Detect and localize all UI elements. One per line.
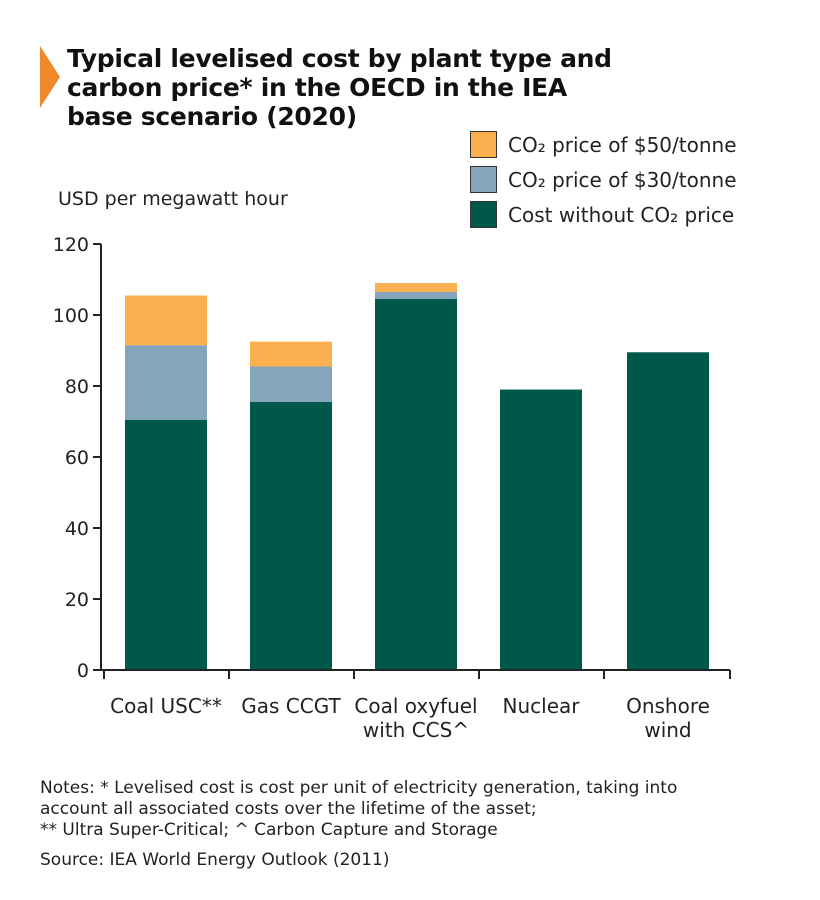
legend-item-co2-30: CO₂ price of $30/tonne	[470, 163, 790, 198]
x-tick-label-0: Coal USC**	[110, 694, 222, 718]
notes-text: Notes: * Levelised cost is cost per unit…	[40, 778, 678, 840]
chart-legend: CO₂ price of $50/tonne CO₂ price of $30/…	[470, 128, 790, 233]
legend-item-base-cost: Cost without CO₂ price	[470, 198, 790, 233]
legend-label-co2-30: CO₂ price of $30/tonne	[508, 168, 737, 192]
x-tick-label-3: Nuclear	[502, 694, 580, 718]
bar-segment-2-2	[375, 283, 457, 292]
bar-segment-0-1	[125, 345, 207, 420]
y-axis-label: USD per megawatt hour	[58, 188, 288, 210]
bar-segment-2-1	[375, 291, 457, 300]
legend-swatch-co2-50	[470, 131, 497, 158]
legend-swatch-base-cost	[470, 201, 497, 228]
y-tick-label-100: 100	[53, 305, 89, 327]
accent-arrow-icon	[40, 46, 60, 108]
bar-segment-2-0	[375, 299, 457, 670]
y-tick-label-80: 80	[65, 376, 89, 398]
bar-segment-1-1	[250, 366, 332, 402]
bar-segment-1-0	[250, 401, 332, 670]
bar-segment-0-0	[125, 419, 207, 670]
legend-label-base-cost: Cost without CO₂ price	[508, 203, 735, 227]
bar-segment-4-0	[627, 352, 709, 670]
y-tick-label-0: 0	[77, 660, 89, 682]
source-text: Source: IEA World Energy Outlook (2011)	[40, 850, 390, 870]
legend-item-co2-50: CO₂ price of $50/tonne	[470, 128, 790, 163]
y-tick-label-60: 60	[65, 447, 89, 469]
bar-segment-0-2	[125, 295, 207, 346]
bar-segment-1-2	[250, 341, 332, 367]
y-tick-label-20: 20	[65, 589, 89, 611]
x-tick-label-2: Coal oxyfuel with CCS^	[354, 694, 478, 742]
y-tick-label-120: 120	[53, 234, 89, 256]
y-tick-label-40: 40	[65, 518, 89, 540]
chart-title: Typical levelised cost by plant type and…	[67, 44, 612, 131]
legend-label-co2-50: CO₂ price of $50/tonne	[508, 133, 737, 157]
x-tick-label-4: Onshore wind	[626, 694, 710, 742]
legend-swatch-co2-30	[470, 166, 497, 193]
x-tick-label-1: Gas CCGT	[241, 694, 341, 718]
bar-segment-3-0	[500, 389, 582, 670]
